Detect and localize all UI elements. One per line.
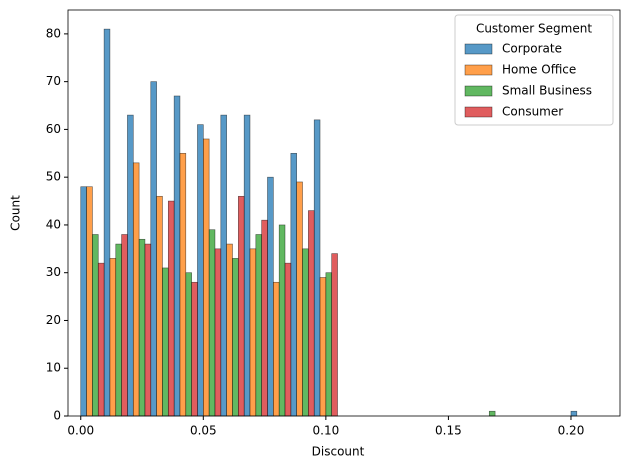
plot-frame: [67, 9, 621, 417]
bar: [179, 152, 187, 417]
legend-label: Corporate: [502, 42, 562, 56]
bar: [220, 114, 227, 417]
bar: [290, 152, 297, 417]
x-tick-label: 0.00: [67, 424, 94, 438]
y-tick-label: 50: [46, 170, 61, 184]
bar: [80, 186, 87, 417]
bar: [150, 81, 157, 417]
bar: [249, 248, 257, 417]
bar: [156, 195, 163, 417]
y-tick-label: 80: [46, 26, 61, 40]
bar: [203, 138, 210, 417]
x-axis-label: Discount: [312, 445, 365, 459]
bar: [92, 234, 99, 417]
bar: [214, 248, 222, 417]
x-tick-label: 0.15: [435, 424, 462, 438]
bar: [144, 243, 152, 417]
y-tick-label: 60: [46, 122, 61, 136]
bar: [162, 267, 169, 417]
bar: [109, 258, 117, 417]
bar: [302, 248, 309, 417]
bar: [255, 234, 262, 417]
bar: [278, 224, 286, 417]
bar: [138, 238, 146, 417]
bar: [191, 281, 198, 417]
bar: [226, 243, 233, 417]
legend-label: Consumer: [502, 105, 563, 119]
legend-title: Customer Segment: [476, 22, 592, 36]
bar: [570, 410, 578, 417]
x-tick-label: 0.10: [313, 424, 340, 438]
y-tick-label: 40: [46, 217, 61, 231]
legend-box: [454, 14, 614, 126]
bar: [296, 181, 303, 417]
bar: [267, 176, 274, 417]
bar: [173, 95, 181, 417]
y-tick-label: 20: [46, 313, 61, 327]
bar: [319, 277, 327, 417]
x-tick-label: 0.20: [558, 424, 585, 438]
bar: [115, 243, 122, 417]
y-tick-label: 30: [46, 265, 61, 279]
bar: [185, 272, 192, 417]
bar: [331, 253, 338, 417]
bar: [238, 195, 245, 417]
bar: [127, 114, 134, 417]
bar: [243, 114, 251, 417]
y-axis-label: Count: [9, 195, 23, 231]
bar: [86, 186, 93, 417]
x-tick-label: 0.05: [190, 424, 217, 438]
bar: [132, 162, 140, 417]
bar: [273, 281, 280, 417]
bar: [488, 410, 496, 417]
bar: [121, 234, 128, 417]
bar: [313, 119, 321, 417]
legend-swatch: [464, 85, 493, 97]
legend-label: Small Business: [502, 84, 592, 98]
legend-swatch: [464, 106, 493, 118]
bar: [208, 229, 216, 417]
y-tick-label: 10: [46, 361, 61, 375]
legend-swatch: [464, 64, 493, 76]
bar: [167, 200, 175, 417]
y-tick-label: 70: [46, 74, 61, 88]
bar: [284, 262, 292, 417]
legend-swatch: [464, 43, 493, 55]
bar: [308, 210, 315, 417]
legend-label: Home Office: [502, 63, 576, 77]
y-tick-label: 0: [53, 409, 61, 423]
bar: [103, 28, 111, 417]
bar: [197, 124, 204, 417]
bar: [261, 219, 268, 417]
bar: [97, 262, 105, 417]
bar: [325, 272, 332, 417]
legend: Customer Segment Corporate Home Office Smal…: [454, 14, 614, 126]
bar: [232, 258, 239, 417]
